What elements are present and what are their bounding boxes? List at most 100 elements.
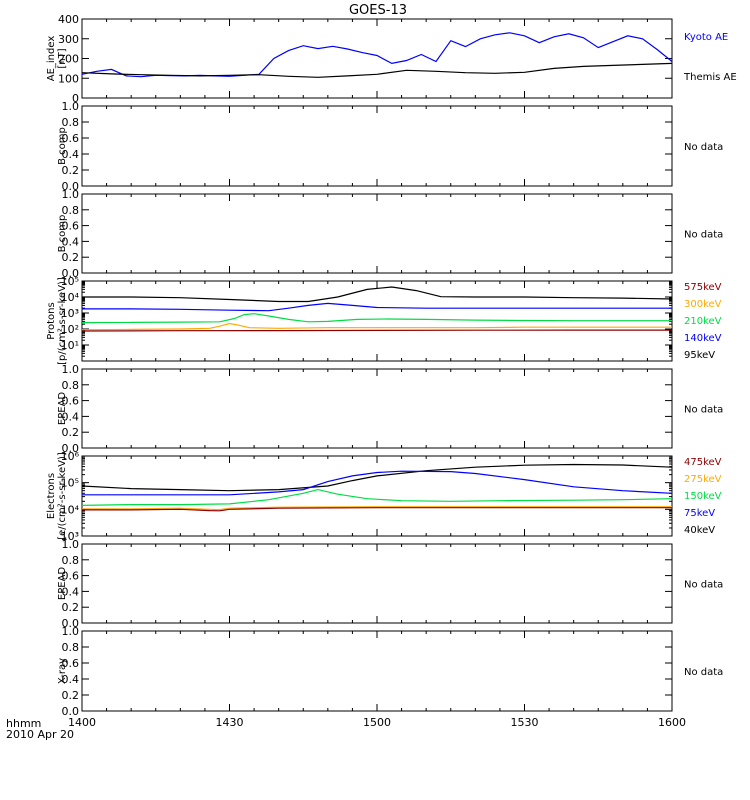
series-line-75kev: [82, 470, 673, 496]
y-tick-label: 0.4: [62, 585, 80, 598]
y-tick-label: 10⁵: [61, 275, 79, 288]
legend-entry: 140keV: [684, 333, 722, 344]
series-line-150kev: [81, 488, 673, 506]
x-tick-label: 1530: [511, 716, 539, 729]
legend-entry: 40keV: [684, 525, 715, 536]
plot-title: GOES-13: [349, 3, 407, 18]
y-axis-label: B comp: [57, 215, 68, 253]
series-line-300kev: [81, 322, 672, 331]
y-tick-label: 0.2: [62, 251, 80, 264]
panel-frame: [81, 630, 673, 712]
y-tick-label: 200: [58, 53, 79, 66]
panel-b1: 0.0 0.2 0.4 0.6 0.8 1.0 B comp No data: [57, 100, 723, 193]
no-data-label: No data: [684, 580, 723, 591]
legend-entry: 300keV: [684, 299, 722, 310]
y-tick-label: 0.8: [62, 554, 80, 567]
y-axis-label: [nT]: [57, 48, 68, 68]
legend-entry: 575keV: [684, 282, 722, 293]
y-tick-label: 1.0: [62, 625, 80, 638]
y-tick-label: 10³: [61, 530, 79, 543]
x-tick-label: 1430: [216, 716, 244, 729]
y-tick-label: 1.0: [62, 100, 80, 113]
series-line-40kev: [81, 463, 673, 492]
y-tick-label: 0: [72, 92, 79, 105]
panel-frame: [81, 455, 673, 537]
y-tick-label: 0.2: [62, 689, 80, 702]
y-tick-label: 0.4: [62, 673, 80, 686]
y-tick-label: 400: [58, 13, 79, 26]
legend-entry: 475keV: [684, 457, 722, 468]
time-unit-label: hhmm: [6, 717, 41, 730]
y-axis-label: Protons: [46, 302, 57, 339]
panel-frame: [81, 193, 673, 274]
no-data-label: No data: [684, 230, 723, 241]
series-line-210kev: [81, 313, 672, 324]
y-tick-label: 0.4: [62, 410, 80, 423]
legend-entry: 275keV: [684, 474, 722, 485]
y-tick-label: 0.8: [62, 641, 80, 654]
series-line-kyoto-ae: [81, 32, 673, 78]
y-tick-label: 0.2: [62, 601, 80, 614]
no-data-label: No data: [684, 667, 723, 678]
y-tick-label: 0.0: [62, 442, 80, 455]
y-tick-label: 0.2: [62, 164, 80, 177]
y-tick-label: 0.6: [62, 132, 80, 145]
y-tick-label: 0.8: [62, 379, 80, 392]
x-tick-label: 1600: [658, 716, 686, 729]
y-tick-label: 10³: [61, 307, 79, 320]
y-axis-label: [p/(cm²-s-sr-keV)]: [57, 277, 68, 365]
series-line-275kev: [82, 506, 672, 511]
panel-frame: [81, 543, 673, 624]
series-line-475kev: [82, 507, 672, 512]
y-tick-label: 0.2: [62, 426, 80, 439]
y-tick-label: 1.0: [62, 538, 80, 551]
x-tick-label: 1400: [68, 716, 96, 729]
series-line-95kev: [82, 286, 673, 303]
panel-electrons: 10³ 10⁴ 10⁵ 10⁶ Electrons [e/(cm²-s-sr-keV)] 4…: [46, 450, 722, 543]
y-tick-label: 100: [58, 72, 79, 85]
panel-b2: 0.0 0.2 0.4 0.6 0.8 1.0 B comp No data: [57, 188, 723, 280]
y-tick-label: 0.6: [62, 657, 80, 670]
y-tick-label: 10⁶: [61, 450, 80, 463]
y-tick-label: 10⁴: [61, 503, 80, 516]
y-tick-label: 0.0: [62, 267, 80, 280]
no-data-label: No data: [684, 405, 723, 416]
series-line-themis-ae: [81, 62, 673, 78]
y-axis-label: X-ray: [57, 658, 68, 684]
legend-entry: 95keV: [684, 350, 715, 361]
x-tick-label: 1500: [363, 716, 391, 729]
y-tick-label: 10⁴: [61, 291, 80, 304]
y-tick-label: 1.0: [62, 188, 80, 201]
y-tick-label: 0.0: [62, 617, 80, 630]
y-tick-label: 0.6: [62, 570, 80, 583]
legend-entry: 210keV: [684, 316, 722, 327]
legend-entry: Kyoto AE: [684, 32, 728, 43]
y-tick-label: 0.0: [62, 180, 80, 193]
y-tick-label: 10⁵: [61, 477, 79, 490]
panel-frame: [81, 105, 673, 187]
y-axis-label: EPEAD: [57, 567, 68, 601]
series-line-575kev: [81, 329, 672, 332]
y-tick-label: 0.4: [62, 235, 80, 248]
panel-epead1: 0.0 0.2 0.4 0.6 0.8 1.0 EPEAD No data: [57, 363, 723, 455]
panel-frame: [81, 368, 673, 449]
y-tick-label: 10²: [61, 323, 79, 336]
panel-epead2: 0.0 0.2 0.4 0.6 0.8 1.0 EPEAD No data: [57, 538, 723, 630]
date-label: 2010 Apr 20: [6, 728, 74, 741]
y-tick-label: 1.0: [62, 363, 80, 376]
y-tick-label: 0.8: [62, 116, 80, 129]
panel-frame: [81, 18, 673, 99]
y-axis-label: Electrons: [46, 473, 57, 519]
y-axis-label: B comp: [57, 127, 68, 165]
y-tick-label: 300: [58, 33, 79, 46]
legend-entry: 150keV: [684, 491, 722, 502]
panel-protons: 10¹ 10² 10³ 10⁴ 10⁵ Protons [p/(cm²-s-sr-keV)]…: [46, 275, 722, 365]
y-tick-label: 0.6: [62, 395, 80, 408]
y-axis-label: [e/(cm²-s-sr-keV)]: [57, 452, 68, 540]
legend-entry: Themis AE: [683, 72, 737, 83]
y-tick-label: 0.4: [62, 148, 80, 161]
y-tick-label: 0.8: [62, 204, 80, 217]
